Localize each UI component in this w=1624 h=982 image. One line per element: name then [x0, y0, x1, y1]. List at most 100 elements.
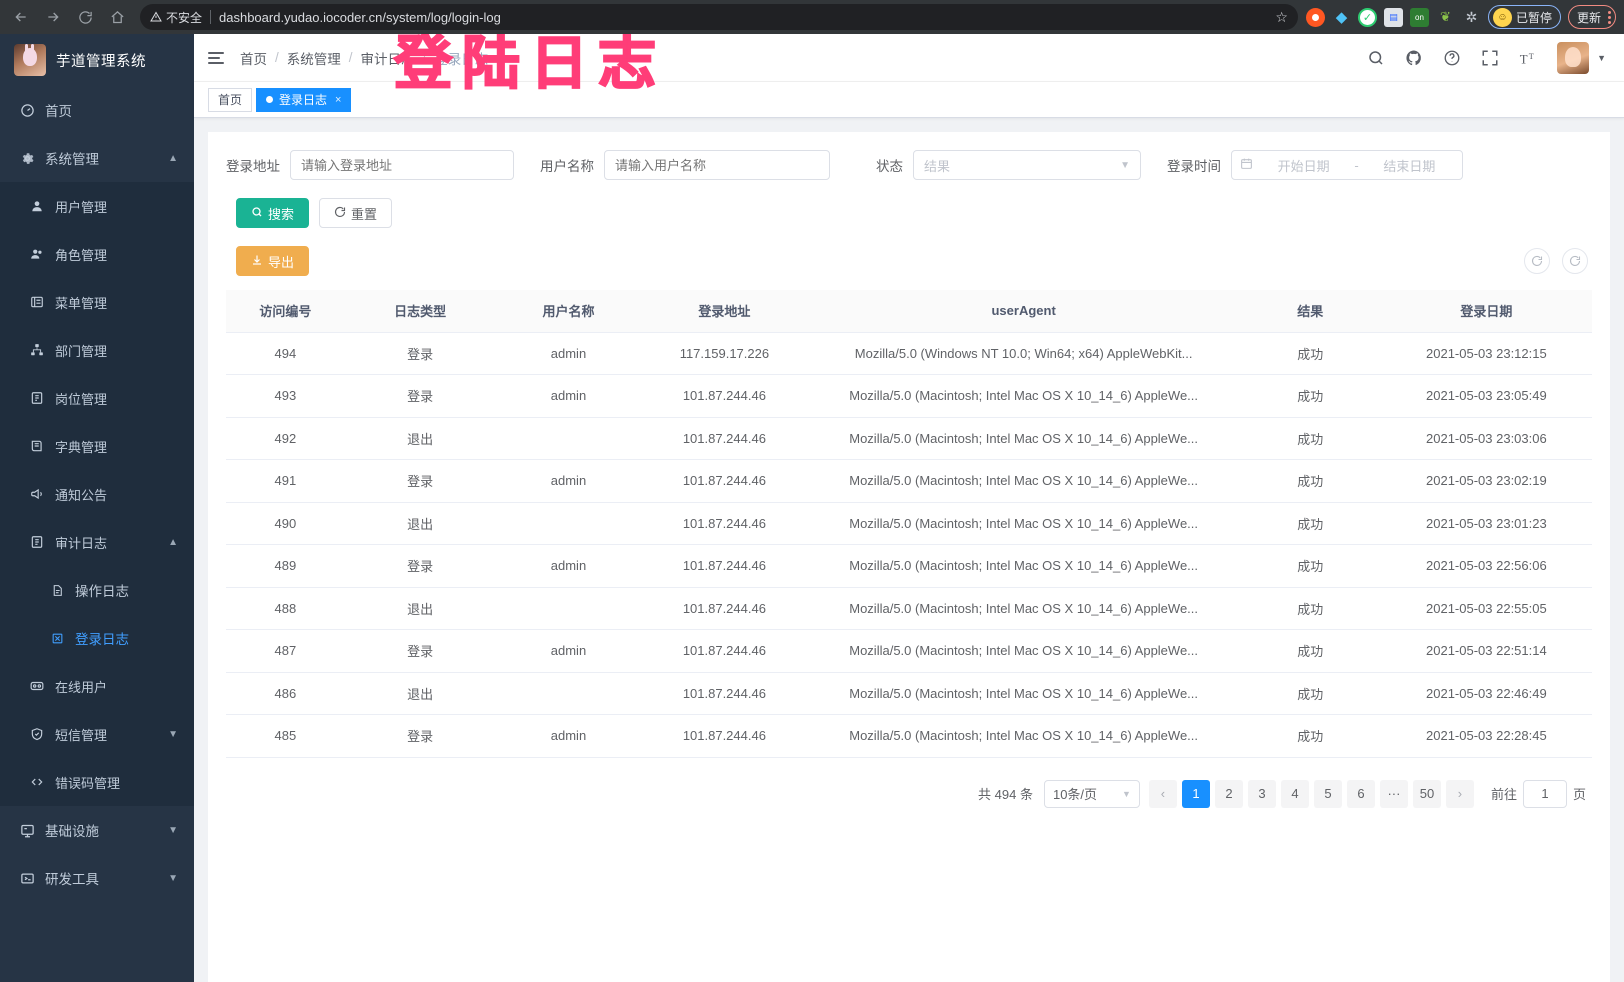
paused-status-pill[interactable]: ☺ 已暂停 — [1487, 5, 1561, 29]
cell-user: admin — [495, 714, 642, 758]
breadcrumb-item[interactable]: 审计日志 — [360, 51, 415, 67]
sidebar-item-审计日志[interactable]: 审计日志 ▲ — [0, 518, 194, 566]
forward-arrow-icon[interactable] — [38, 3, 68, 31]
tab-active-dot-icon — [266, 96, 274, 103]
download-icon — [251, 254, 263, 269]
table-row[interactable]: 489 登录 admin 101.87.244.46 Mozilla/5.0 (Maci… — [226, 544, 1592, 588]
pagination-page-50[interactable]: 50 — [1412, 779, 1441, 808]
sidebar-item-在线用户[interactable]: 在线用户 — [0, 662, 194, 710]
content-panel: 登录地址 用户名称 状态 结果 ▼ — [208, 132, 1610, 982]
sidebar-item-岗位管理[interactable]: 岗位管理 — [0, 374, 194, 422]
search-icon[interactable] — [1367, 49, 1385, 67]
close-icon[interactable]: × — [335, 93, 342, 106]
login-address-input[interactable] — [290, 150, 514, 180]
pagination-page-5[interactable]: 5 — [1313, 779, 1342, 808]
chevron-down-icon[interactable]: ▼ — [168, 872, 178, 884]
extension-notes-icon[interactable]: ▤ — [1383, 7, 1403, 27]
kebab-menu-icon[interactable] — [1608, 10, 1611, 24]
pagination-page-4[interactable]: 4 — [1280, 779, 1309, 808]
update-button[interactable]: 更新 — [1567, 5, 1616, 29]
pagination-prev[interactable]: ‹ — [1148, 779, 1177, 808]
sidebar-item-字典管理[interactable]: 字典管理 — [0, 422, 194, 470]
extension-diamond-icon[interactable]: ◆ — [1335, 9, 1348, 26]
breadcrumb-item[interactable]: 首页 — [240, 51, 267, 67]
search-button[interactable]: 搜索 — [236, 198, 310, 228]
pagination-page-1[interactable]: 1 — [1181, 779, 1210, 808]
table-row[interactable]: 487 登录 admin 101.87.244.46 Mozilla/5.0 (Maci… — [226, 629, 1592, 673]
sidebar-item-label: 系统管理 — [45, 152, 99, 167]
tab-登录日志[interactable]: 登录日志 × — [256, 87, 352, 112]
sidebar-item-部门管理[interactable]: 部门管理 — [0, 326, 194, 374]
filter-actions: 搜索 重置 — [236, 198, 1592, 228]
extension-leaf-icon[interactable]: ❦ — [1440, 9, 1451, 24]
chevron-down-icon[interactable]: ▼ — [1597, 52, 1606, 63]
chevron-up-icon[interactable]: ▲ — [168, 152, 178, 164]
github-icon[interactable] — [1405, 49, 1423, 67]
sidebar-item-操作日志[interactable]: 操作日志 — [0, 566, 194, 614]
sidebar-item-菜单管理[interactable]: 菜单管理 — [0, 278, 194, 326]
extension-orange-icon[interactable] — [1305, 7, 1325, 27]
table-row[interactable]: 490 退出 101.87.244.46 Mozilla/5.0 (Macintosh… — [226, 502, 1592, 545]
username-input[interactable] — [604, 150, 830, 180]
breadcrumb-item[interactable]: 系统管理 — [286, 51, 341, 67]
table-row[interactable]: 494 登录 admin 117.159.17.226 Mozilla/5.0 (Win… — [226, 332, 1592, 375]
fullscreen-icon[interactable] — [1481, 49, 1499, 67]
pagination-page-2[interactable]: 2 — [1214, 779, 1243, 808]
table-tool-icons — [1524, 248, 1592, 274]
brand[interactable]: 芋道管理系统 — [0, 34, 194, 86]
security-warning[interactable]: 不安全 — [150, 9, 202, 26]
table-row[interactable]: 493 登录 admin 101.87.244.46 Mozilla/5.0 (Maci… — [226, 374, 1592, 418]
sidebar-item-通知公告[interactable]: 通知公告 — [0, 470, 194, 518]
sidebar-item-短信管理[interactable]: 短信管理 ▼ — [0, 710, 194, 758]
sidebar-item-角色管理[interactable]: 角色管理 — [0, 230, 194, 278]
sidebar-item-错误码管理[interactable]: 错误码管理 — [0, 758, 194, 806]
refresh-circle-icon[interactable] — [1524, 248, 1550, 274]
table-row[interactable]: 486 退出 101.87.244.46 Mozilla/5.0 (Macintosh… — [226, 672, 1592, 715]
columns-settings-icon[interactable] — [1562, 248, 1588, 274]
home-icon[interactable] — [102, 3, 132, 31]
pagination-page-···[interactable]: ··· — [1379, 779, 1408, 808]
chevron-up-icon[interactable]: ▲ — [168, 536, 178, 548]
extension-green-check-icon[interactable]: ✓ — [1357, 7, 1377, 27]
sidebar-item-用户管理[interactable]: 用户管理 — [0, 182, 194, 230]
extension-puzzle-icon[interactable]: ✲ — [1465, 8, 1478, 25]
cell-addr: 101.87.244.46 — [641, 544, 808, 588]
breadcrumb-separator: / — [422, 50, 427, 65]
help-circle-icon[interactable] — [1443, 49, 1461, 67]
sidebar-item-研发工具[interactable]: 研发工具 ▼ — [0, 854, 194, 902]
chevron-down-icon[interactable]: ▼ — [168, 728, 178, 740]
table-row[interactable]: 488 退出 101.87.244.46 Mozilla/5.0 (Macintosh… — [226, 587, 1592, 630]
sidebar-item-基础设施[interactable]: 基础设施 ▼ — [0, 806, 194, 854]
cell-user: admin — [495, 459, 642, 503]
sidebar-item-首页[interactable]: 首页 — [0, 86, 194, 134]
chevron-down-icon[interactable]: ▼ — [168, 824, 178, 836]
page-size-select[interactable]: 10条/页 ▼ — [1043, 779, 1140, 808]
pagination-page-6[interactable]: 6 — [1346, 779, 1375, 808]
tab-首页[interactable]: 首页 — [208, 87, 253, 112]
extension-on-badge-icon[interactable]: on — [1409, 7, 1429, 27]
login-time-daterange[interactable]: 开始日期 - 结束日期 — [1231, 150, 1463, 180]
table-row[interactable]: 485 登录 admin 101.87.244.46 Mozilla/5.0 (Maci… — [226, 714, 1592, 758]
cell-date: 2021-05-03 23:03:06 — [1380, 417, 1592, 460]
table-column-header: 登录日期 — [1380, 290, 1592, 333]
status-select[interactable]: 结果 ▼ — [913, 150, 1141, 180]
avatar[interactable] — [1557, 41, 1590, 74]
cell-ua: Mozilla/5.0 (Macintosh; Intel Mac OS X 1… — [807, 672, 1240, 715]
reset-button[interactable]: 重置 — [319, 198, 393, 228]
jump-page-input[interactable]: 1 — [1522, 779, 1567, 808]
back-arrow-icon[interactable] — [6, 3, 36, 31]
table-row[interactable]: 492 退出 101.87.244.46 Mozilla/5.0 (Macintosh… — [226, 417, 1592, 460]
reload-icon[interactable] — [70, 3, 100, 31]
sidebar-item-登录日志[interactable]: 登录日志 — [0, 614, 194, 662]
address-bar[interactable]: 不安全 dashboard.yudao.iocoder.cn/system/lo… — [140, 4, 1298, 30]
pagination-next[interactable]: › — [1445, 779, 1474, 808]
export-button[interactable]: 导出 — [236, 246, 310, 276]
pagination-page-3[interactable]: 3 — [1247, 779, 1276, 808]
cell-result: 成功 — [1239, 672, 1381, 715]
bookmark-star-icon[interactable]: ☆ — [1275, 8, 1288, 25]
sidebar-toggle-icon[interactable] — [208, 51, 224, 64]
role-icon — [28, 247, 46, 261]
sidebar-item-系统管理[interactable]: 系统管理 ▲ — [0, 134, 194, 182]
table-row[interactable]: 491 登录 admin 101.87.244.46 Mozilla/5.0 (Maci… — [226, 459, 1592, 503]
